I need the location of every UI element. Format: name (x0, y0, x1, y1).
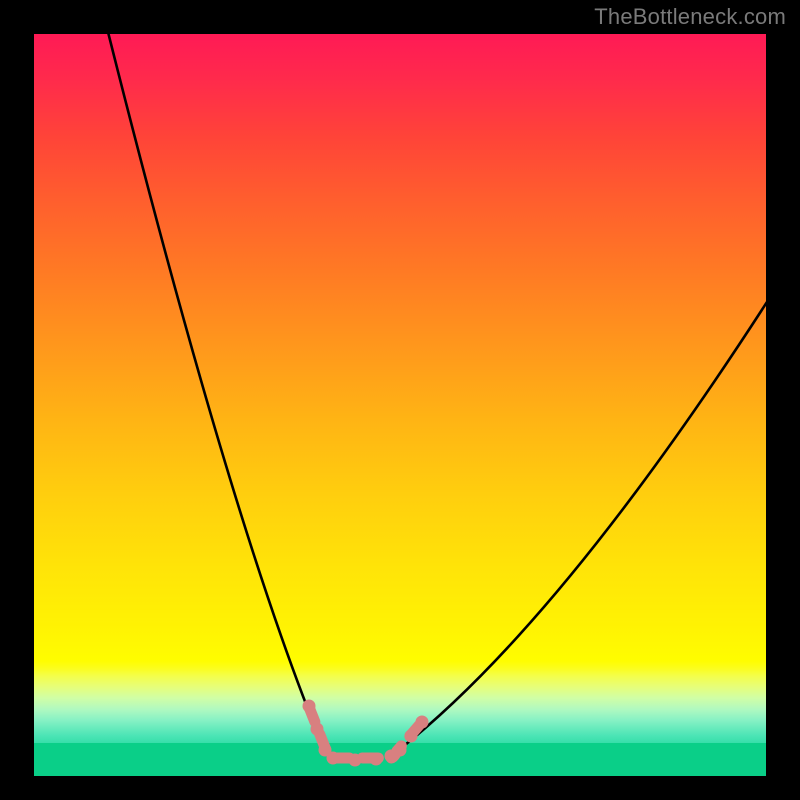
optimal-dot (370, 753, 383, 766)
chart-svg (34, 34, 766, 776)
optimal-dot (394, 744, 407, 757)
watermark-text: TheBottleneck.com (594, 4, 786, 30)
optimal-dot (303, 700, 316, 713)
optimal-dot (327, 752, 340, 765)
optimal-dot (416, 716, 429, 729)
optimal-dot (349, 754, 362, 767)
optimal-dot (311, 723, 324, 736)
plot-area (34, 34, 766, 776)
bottleneck-curve-left (107, 34, 324, 749)
optimal-dot (405, 730, 418, 743)
outer-frame: TheBottleneck.com (0, 0, 800, 800)
bottleneck-curve-right (400, 288, 766, 749)
